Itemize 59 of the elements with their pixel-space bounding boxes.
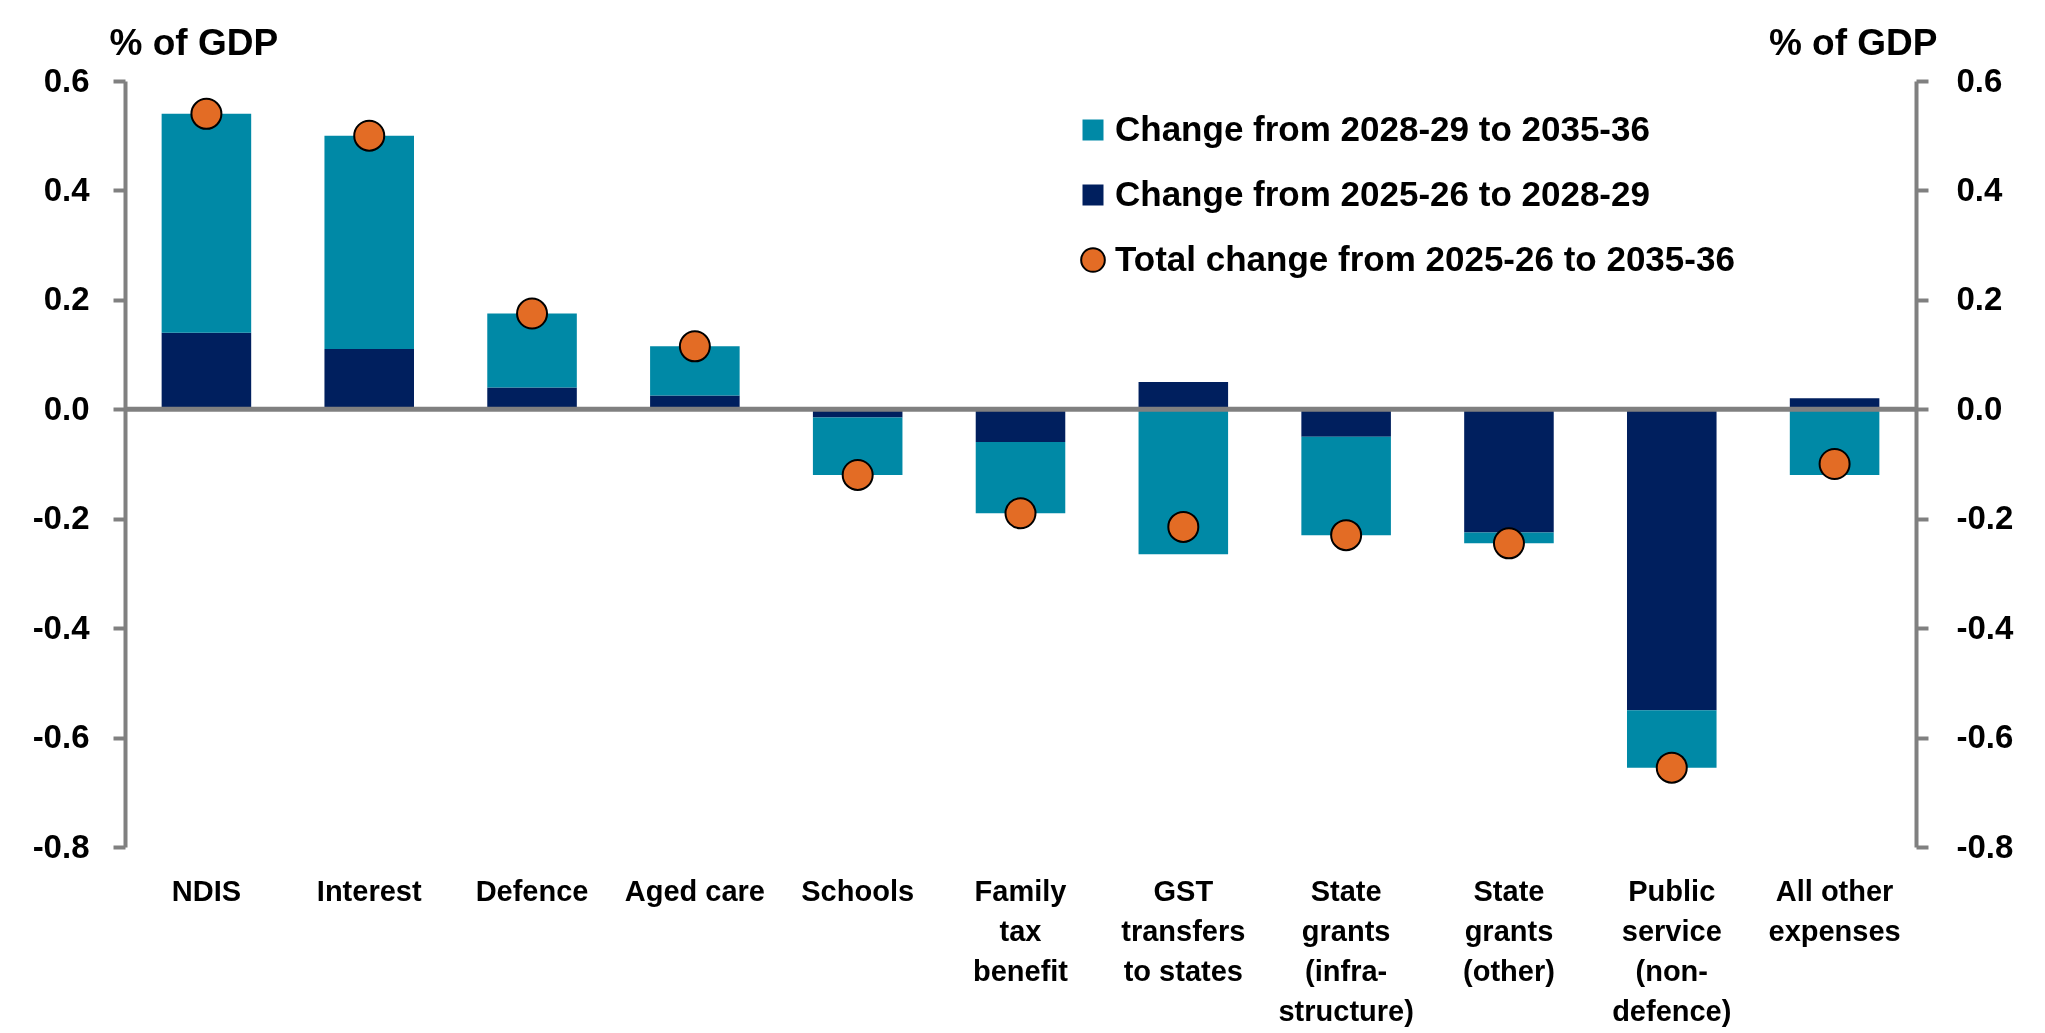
y2-axis-title: % of GDP <box>1768 21 1938 63</box>
x-tick-label: Schools <box>801 874 915 907</box>
bar <box>487 313 577 388</box>
bar <box>1627 409 1717 711</box>
legend-label: Total change from 2025-26 to 2035-36 <box>1115 239 1735 278</box>
y-tick-label: 0.4 <box>43 170 91 208</box>
y2-tick-label: -0.4 <box>1956 608 2015 646</box>
point <box>190 97 223 130</box>
bar <box>975 442 1066 514</box>
bar <box>1464 409 1554 533</box>
point <box>1492 527 1525 560</box>
x-tick-label: Public service (non-defence) <box>1612 874 1732 1027</box>
point <box>516 297 549 330</box>
bar <box>812 417 903 475</box>
y2-tick-label: 0.0 <box>1956 389 2003 427</box>
bar <box>1138 409 1229 555</box>
point <box>841 458 874 491</box>
bar <box>975 409 1066 443</box>
x-tick-label: State grants (other) <box>1463 874 1555 987</box>
y-tick-label: -0.8 <box>32 827 90 865</box>
bar <box>1627 710 1717 768</box>
x-tick-label: State grants (infra-structure) <box>1278 874 1414 1027</box>
bar <box>324 135 414 350</box>
point <box>353 119 386 152</box>
bar <box>1301 436 1391 536</box>
y-tick-label: 0.6 <box>43 61 90 99</box>
y2-tick-label: -0.8 <box>1956 827 2014 865</box>
x-tick-label: GST transfers to states <box>1121 874 1246 987</box>
x-tick-label: Aged care <box>624 874 765 907</box>
bar <box>161 113 252 333</box>
legend-label: Change from 2028-29 to 2035-36 <box>1115 109 1650 148</box>
x-tick-label: Family tax benefit <box>972 874 1069 987</box>
y2-tick-label: -0.2 <box>1956 499 2014 537</box>
x-tick-label: NDIS <box>171 874 242 907</box>
legend-label: Change from 2025-26 to 2028-29 <box>1115 174 1650 213</box>
bar <box>1138 381 1229 410</box>
point <box>1167 510 1200 543</box>
bar <box>487 387 577 410</box>
y-tick-label: -0.2 <box>32 499 90 537</box>
y2-tick-label: 0.6 <box>1956 61 2003 99</box>
y-tick-label: -0.4 <box>32 608 91 646</box>
y-tick-label: -0.6 <box>32 718 90 756</box>
bar <box>161 332 252 410</box>
y-tick-label: 0.0 <box>43 389 90 427</box>
x-tick-label: Defence <box>475 874 589 907</box>
x-tick-label: All other expenses <box>1768 874 1901 947</box>
point <box>1655 751 1688 784</box>
y2-tick-label: 0.2 <box>1956 280 2003 318</box>
y2-tick-label: 0.4 <box>1956 170 2004 208</box>
y2-tick-label: -0.6 <box>1956 718 2014 756</box>
point <box>678 330 711 363</box>
bar <box>324 349 414 410</box>
point <box>1004 497 1037 530</box>
y-tick-label: 0.2 <box>43 280 90 318</box>
y-axis-title: % of GDP <box>109 21 279 63</box>
point <box>1818 448 1851 480</box>
x-tick-label: Interest <box>316 874 422 907</box>
bar <box>650 346 740 396</box>
point <box>1330 519 1363 552</box>
